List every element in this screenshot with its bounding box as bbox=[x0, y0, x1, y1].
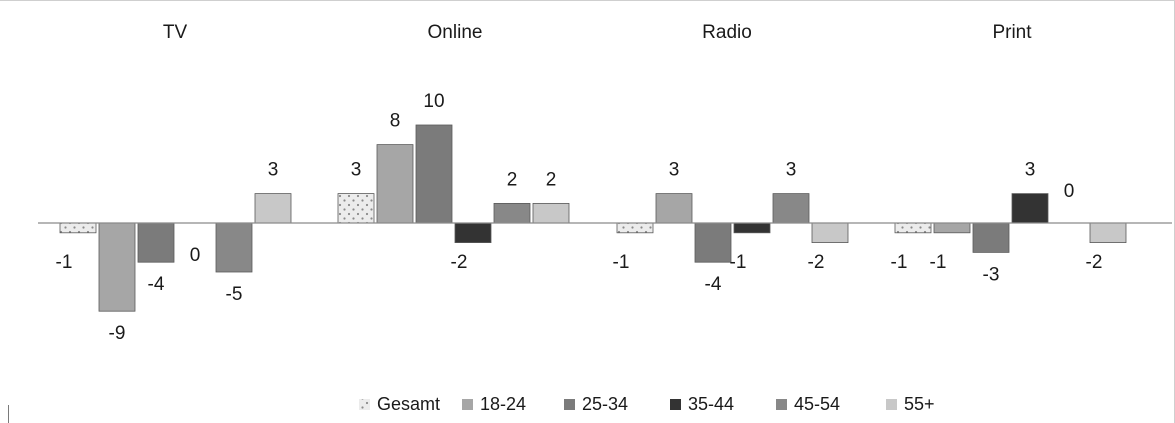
legend-item-55plus: 55+ bbox=[886, 394, 935, 414]
legend-label: Gesamt bbox=[377, 394, 440, 414]
legend-swatch bbox=[462, 399, 473, 410]
category-label-tv: TV bbox=[163, 22, 188, 43]
data-label-radio-18-24: 3 bbox=[669, 160, 680, 181]
legend-label: 18-24 bbox=[480, 394, 526, 414]
data-label-radio-25-34: -4 bbox=[705, 274, 722, 295]
category-label-radio: Radio bbox=[702, 22, 752, 43]
data-label-radio-55plus: -2 bbox=[808, 252, 825, 273]
frame-left-edge bbox=[8, 405, 9, 423]
data-label-radio-gesamt: -1 bbox=[613, 252, 630, 273]
bar-print-25-34 bbox=[972, 222, 1010, 253]
data-label-radio-45-54: 3 bbox=[786, 160, 797, 181]
data-label-print-45-54: 0 bbox=[1064, 181, 1075, 202]
legend-swatch bbox=[564, 399, 575, 410]
bar-radio-25-34 bbox=[694, 222, 732, 263]
legend-item-18-24: 18-24 bbox=[462, 394, 526, 414]
bar-tv-18-24 bbox=[98, 222, 136, 312]
legend-swatch bbox=[886, 399, 897, 410]
category-labels: TV Online Radio Print bbox=[163, 22, 1032, 43]
bar-online-55plus bbox=[532, 202, 570, 224]
legend-item-35-44: 35-44 bbox=[670, 394, 734, 414]
data-label-print-18-24: -1 bbox=[930, 252, 947, 273]
legend-swatch bbox=[359, 399, 370, 410]
data-label-tv-25-34: -4 bbox=[148, 274, 165, 295]
data-label-tv-35-44: 0 bbox=[190, 245, 201, 266]
bar-print-55plus bbox=[1089, 222, 1127, 244]
bar-radio-45-54 bbox=[772, 193, 810, 224]
bar-online-45-54 bbox=[493, 202, 531, 224]
legend-item-gesamt: Gesamt bbox=[359, 394, 440, 414]
category-label-online: Online bbox=[428, 22, 483, 43]
bar-radio-gesamt bbox=[616, 222, 654, 234]
legend-label: 25-34 bbox=[582, 394, 628, 414]
legend-swatch bbox=[670, 399, 681, 410]
bar-print-18-24 bbox=[933, 222, 971, 234]
data-labels: -1 3 -1 -1 -9 8 3 -1 -4 10 -4 -3 0 -2 -1 3 -5 2 3 0 3 2 -2 -2 bbox=[56, 91, 1103, 344]
bar-tv-gesamt bbox=[59, 222, 97, 234]
data-label-online-25-34: 10 bbox=[423, 91, 444, 112]
legend-label: 55+ bbox=[904, 394, 935, 414]
legend-swatch bbox=[776, 399, 787, 410]
bar-online-25-34 bbox=[415, 124, 453, 224]
legend-label: 35-44 bbox=[688, 394, 734, 414]
category-label-print: Print bbox=[992, 22, 1032, 43]
bar-radio-55plus bbox=[811, 222, 849, 244]
data-label-online-35-44: -2 bbox=[451, 252, 468, 273]
data-label-tv-45-54: -5 bbox=[226, 284, 243, 305]
data-label-print-55plus: -2 bbox=[1086, 252, 1103, 273]
data-label-tv-55plus: 3 bbox=[268, 160, 279, 181]
bar-tv-45-54 bbox=[215, 222, 253, 273]
bar-online-18-24 bbox=[376, 144, 414, 224]
bar-online-gesamt bbox=[337, 193, 375, 224]
bar-radio-35-44 bbox=[733, 222, 771, 234]
data-label-online-gesamt: 3 bbox=[351, 160, 362, 181]
data-label-print-25-34: -3 bbox=[983, 264, 1000, 285]
data-label-tv-18-24: -9 bbox=[109, 323, 126, 344]
data-label-radio-35-44: -1 bbox=[730, 252, 747, 273]
legend: Gesamt 18-24 25-34 35-44 45-54 55+ bbox=[359, 394, 935, 414]
bar-print-gesamt bbox=[894, 222, 932, 234]
data-label-tv-gesamt: -1 bbox=[56, 252, 73, 273]
bar-print-35-44 bbox=[1011, 193, 1049, 224]
bar-tv-25-34 bbox=[137, 222, 175, 263]
data-label-online-18-24: 8 bbox=[390, 111, 401, 132]
bar-radio-18-24 bbox=[655, 193, 693, 224]
legend-label: 45-54 bbox=[794, 394, 840, 414]
bar-online-35-44 bbox=[454, 222, 492, 244]
legend-item-45-54: 45-54 bbox=[776, 394, 840, 414]
data-label-online-45-54: 2 bbox=[507, 169, 518, 190]
bar-tv-55plus bbox=[254, 193, 292, 224]
data-label-print-35-44: 3 bbox=[1025, 160, 1036, 181]
bars bbox=[59, 124, 1127, 312]
legend-item-25-34: 25-34 bbox=[564, 394, 628, 414]
data-label-print-gesamt: -1 bbox=[891, 252, 908, 273]
data-label-online-55plus: 2 bbox=[546, 169, 557, 190]
